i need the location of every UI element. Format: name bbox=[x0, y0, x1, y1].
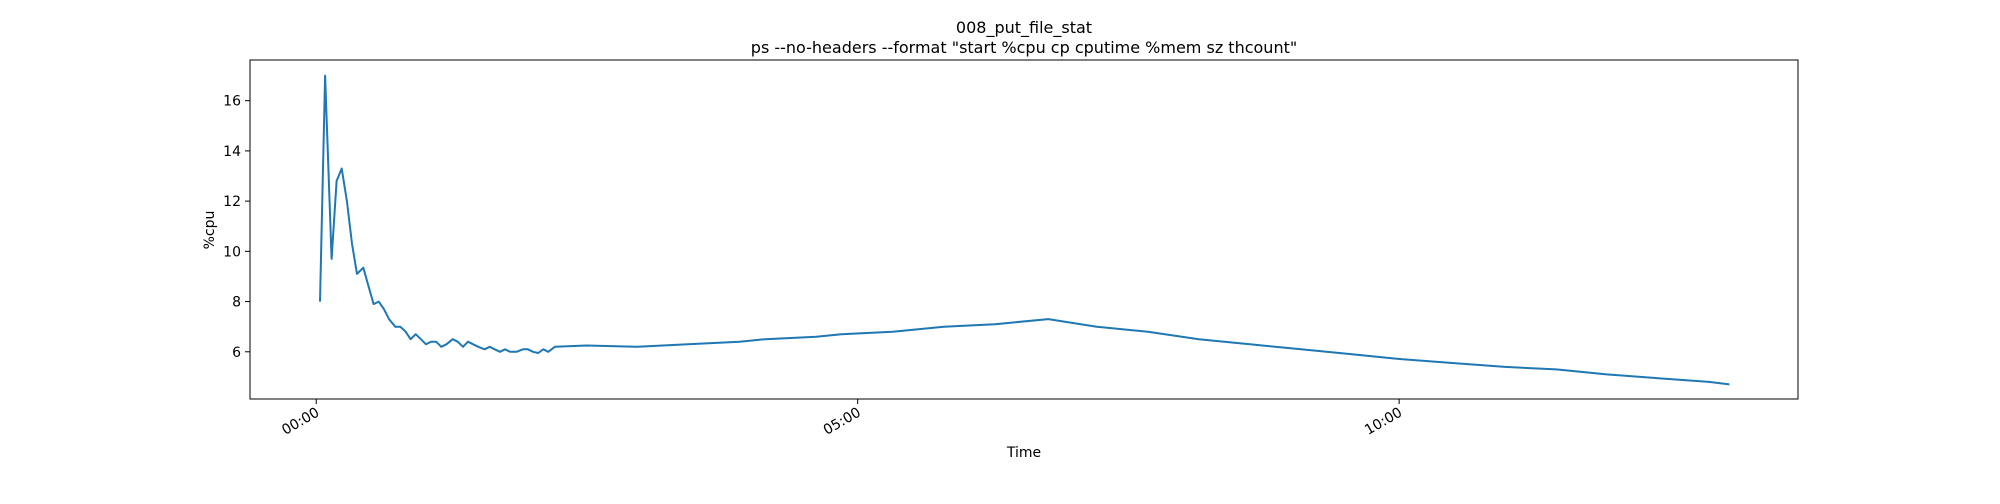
y-tick-label: 8 bbox=[232, 295, 241, 311]
y-tick-label: 12 bbox=[223, 194, 241, 210]
chart-subtitle: ps --no-headers --format "start %cpu cp … bbox=[751, 38, 1297, 57]
y-tick-label: 6 bbox=[232, 345, 241, 361]
y-axis-label: %cpu bbox=[202, 211, 218, 250]
y-tick-label: 10 bbox=[223, 244, 241, 260]
plot-frame bbox=[249, 59, 1799, 400]
x-axis-label: Time bbox=[1006, 445, 1041, 461]
y-tick-label: 16 bbox=[223, 94, 241, 110]
chart-title: 008_put_file_stat bbox=[956, 18, 1092, 38]
data-line bbox=[319, 74, 1730, 386]
y-tick-label: 14 bbox=[223, 144, 241, 160]
